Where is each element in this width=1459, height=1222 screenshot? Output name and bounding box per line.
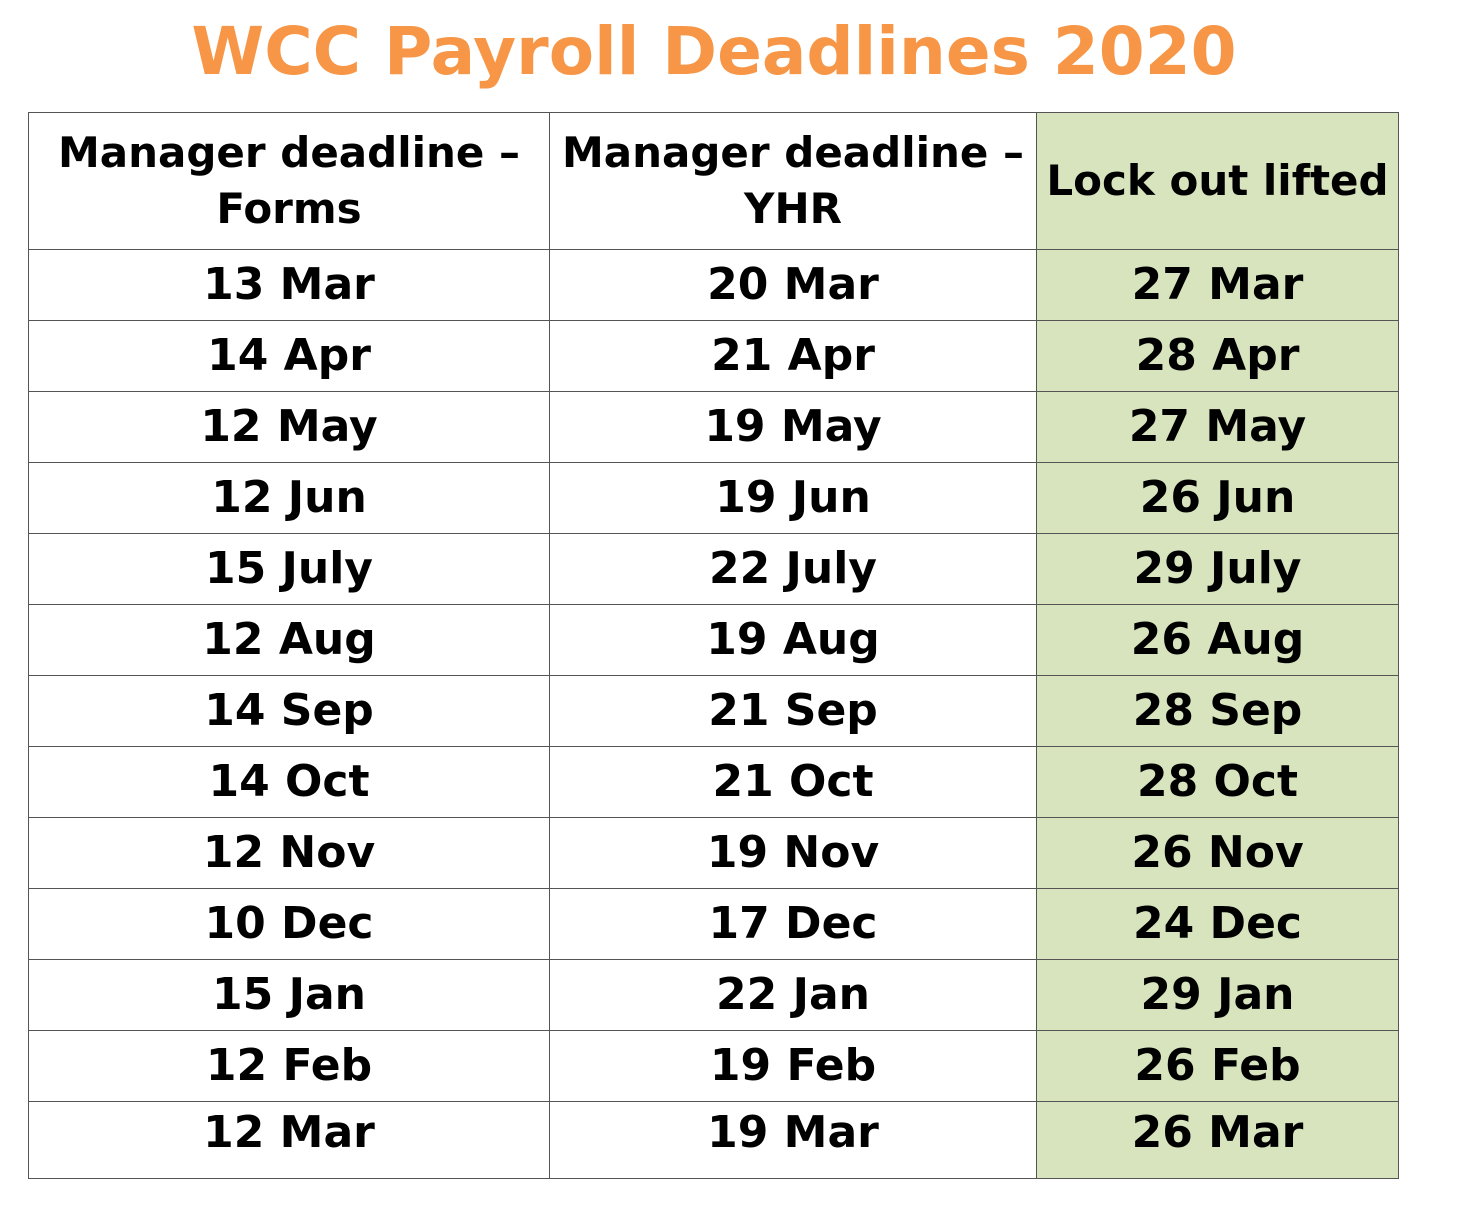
yhr-deadline-cell: 22 July — [549, 533, 1037, 605]
forms-deadline-cell: 12 Mar — [28, 1101, 550, 1179]
lockout-lifted-cell: 29 Jan — [1036, 959, 1399, 1031]
yhr-deadline-cell: 21 Apr — [549, 320, 1037, 392]
yhr-deadline-cell: 20 Mar — [549, 249, 1037, 321]
forms-deadline-cell: 14 Apr — [28, 320, 550, 392]
yhr-deadline-cell: 19 Jun — [549, 462, 1037, 534]
forms-deadline-cell: 15 Jan — [28, 959, 550, 1031]
lockout-lifted-cell: 29 July — [1036, 533, 1399, 605]
forms-deadline-cell: 14 Sep — [28, 675, 550, 747]
lockout-lifted-cell: 27 Mar — [1036, 249, 1399, 321]
yhr-deadline-cell: 17 Dec — [549, 888, 1037, 960]
deadlines-table: Manager deadline – Forms Manager deadlin… — [28, 112, 1399, 1179]
forms-deadline-cell: 12 Feb — [28, 1030, 550, 1102]
lockout-lifted-cell: 28 Oct — [1036, 746, 1399, 818]
table-row: 15 July 22 July 29 July — [28, 533, 1399, 605]
yhr-deadline-cell: 19 Mar — [549, 1101, 1037, 1179]
forms-deadline-cell: 12 May — [28, 391, 550, 463]
table-row: 14 Oct 21 Oct 28 Oct — [28, 746, 1399, 818]
lockout-lifted-cell: 26 Mar — [1036, 1101, 1399, 1179]
table-row: 12 Feb 19 Feb 26 Feb — [28, 1030, 1399, 1102]
header-row: Manager deadline – Forms Manager deadlin… — [28, 112, 1399, 250]
table-row: 14 Sep 21 Sep 28 Sep — [28, 675, 1399, 747]
forms-deadline-cell: 12 Nov — [28, 817, 550, 889]
forms-deadline-cell: 14 Oct — [28, 746, 550, 818]
yhr-deadline-cell: 19 Aug — [549, 604, 1037, 676]
table-row: 12 Jun 19 Jun 26 Jun — [28, 462, 1399, 534]
yhr-deadline-cell: 19 Feb — [549, 1030, 1037, 1102]
table-row: 12 Aug 19 Aug 26 Aug — [28, 604, 1399, 676]
header-lockout-lifted: Lock out lifted — [1036, 112, 1399, 250]
lockout-lifted-cell: 26 Jun — [1036, 462, 1399, 534]
header-yhr-deadline: Manager deadline – YHR — [549, 112, 1037, 250]
forms-deadline-cell: 12 Jun — [28, 462, 550, 534]
yhr-deadline-cell: 22 Jan — [549, 959, 1037, 1031]
header-forms-deadline: Manager deadline – Forms — [28, 112, 550, 250]
lockout-lifted-cell: 26 Aug — [1036, 604, 1399, 676]
table-row: 12 Mar 19 Mar 26 Mar — [28, 1101, 1399, 1179]
lockout-lifted-cell: 28 Apr — [1036, 320, 1399, 392]
table-row: 12 May 19 May 27 May — [28, 391, 1399, 463]
yhr-deadline-cell: 21 Sep — [549, 675, 1037, 747]
forms-deadline-cell: 15 July — [28, 533, 550, 605]
yhr-deadline-cell: 21 Oct — [549, 746, 1037, 818]
lockout-lifted-cell: 26 Feb — [1036, 1030, 1399, 1102]
table-row: 10 Dec 17 Dec 24 Dec — [28, 888, 1399, 960]
table-header: Manager deadline – Forms Manager deadlin… — [28, 112, 1399, 250]
lockout-lifted-cell: 27 May — [1036, 391, 1399, 463]
lockout-lifted-cell: 24 Dec — [1036, 888, 1399, 960]
forms-deadline-cell: 10 Dec — [28, 888, 550, 960]
table-row: 15 Jan 22 Jan 29 Jan — [28, 959, 1399, 1031]
page-title: WCC Payroll Deadlines 2020 — [191, 13, 1237, 90]
table-body: 13 Mar 20 Mar 27 Mar 14 Apr 21 Apr 28 Apr 12 M… — [28, 249, 1399, 1179]
yhr-deadline-cell: 19 May — [549, 391, 1037, 463]
forms-deadline-cell: 13 Mar — [28, 249, 550, 321]
table-row: 13 Mar 20 Mar 27 Mar — [28, 249, 1399, 321]
yhr-deadline-cell: 19 Nov — [549, 817, 1037, 889]
table-row: 14 Apr 21 Apr 28 Apr — [28, 320, 1399, 392]
lockout-lifted-cell: 26 Nov — [1036, 817, 1399, 889]
lockout-lifted-cell: 28 Sep — [1036, 675, 1399, 747]
forms-deadline-cell: 12 Aug — [28, 604, 550, 676]
table-row: 12 Nov 19 Nov 26 Nov — [28, 817, 1399, 889]
